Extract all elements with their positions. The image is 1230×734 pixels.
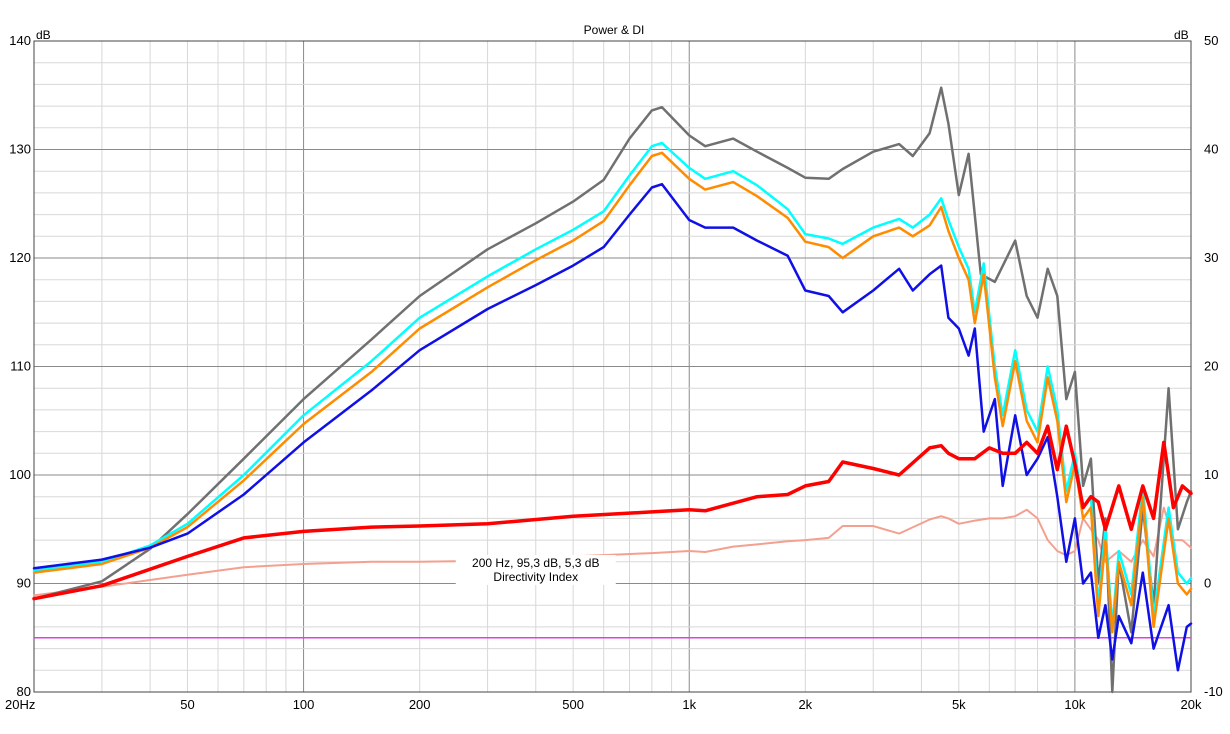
series-line-4 xyxy=(32,182,1193,672)
y-tick-label-right: -10 xyxy=(1204,684,1223,699)
x-axis-ticks: 20Hz 50 100 200 500 1k 2k 5k 10k 20k xyxy=(5,697,1202,712)
y-tick-label-left: 130 xyxy=(9,142,31,157)
x-tick-label: 200 xyxy=(409,697,431,712)
y-tick-label-right: 30 xyxy=(1204,250,1218,265)
y-tick-label-left: 140 xyxy=(9,33,31,48)
directivity-annotation: 200 Hz, 95,3 dB, 5,3 dB Directivity Inde… xyxy=(455,555,616,585)
y-tick-label-left: 80 xyxy=(17,684,31,699)
series-line-5 xyxy=(32,424,1193,601)
y-tick-label-left: 120 xyxy=(9,250,31,265)
x-tick-label: 50 xyxy=(180,697,194,712)
plot-frame xyxy=(33,40,1192,693)
left-axis-unit: dB xyxy=(36,28,51,42)
x-tick-label: 1k xyxy=(682,697,696,712)
y-tick-label-right: 40 xyxy=(1204,142,1218,157)
right-y-axis-ticks: -10 0 10 20 30 40 50 xyxy=(1204,33,1223,699)
x-tick-label: 10k xyxy=(1064,697,1085,712)
x-tick-label: 5k xyxy=(952,697,966,712)
y-tick-label-right: 20 xyxy=(1204,359,1218,374)
y-tick-label-left: 100 xyxy=(9,467,31,482)
series-group xyxy=(32,86,1193,694)
annotation-line-1: 200 Hz, 95,3 dB, 5,3 dB xyxy=(472,556,599,570)
y-tick-label-left: 110 xyxy=(10,359,31,374)
y-tick-label-right: 50 xyxy=(1204,33,1218,48)
annotation-line-2: Directivity Index xyxy=(493,570,578,584)
x-tick-label: 20k xyxy=(1181,697,1202,712)
x-tick-label: 2k xyxy=(798,697,812,712)
left-y-axis-ticks: 80 90 100 110 120 130 140 xyxy=(9,33,31,699)
right-axis-unit: dB xyxy=(1174,28,1189,42)
y-tick-label-right: 10 xyxy=(1204,467,1218,482)
x-tick-label: 20Hz xyxy=(5,697,35,712)
series-line-1 xyxy=(32,86,1193,694)
chart-title: Power & DI xyxy=(584,23,645,37)
x-tick-label: 100 xyxy=(293,697,315,712)
series-line-3 xyxy=(32,151,1193,634)
annotation-background xyxy=(455,555,616,585)
y-tick-label-right: 0 xyxy=(1204,576,1211,591)
y-tick-label-left: 90 xyxy=(17,576,31,591)
x-tick-label: 500 xyxy=(562,697,584,712)
